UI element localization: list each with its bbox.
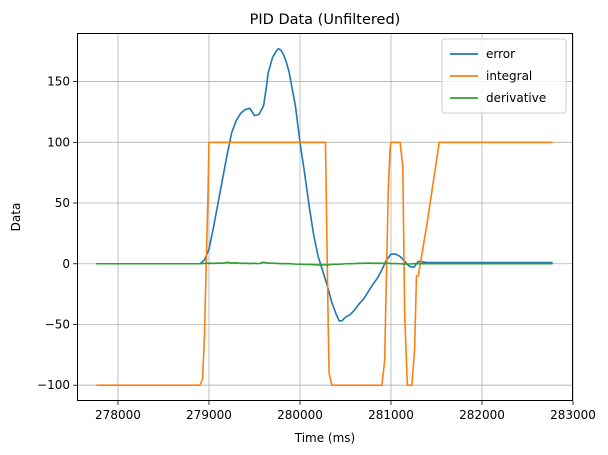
x-tick-label: 282000 (459, 408, 505, 422)
x-tick-label: 283000 (550, 408, 596, 422)
y-tick-label: 100 (47, 135, 70, 149)
x-tick-label: 280000 (277, 408, 323, 422)
y-axis-title: Data (9, 203, 23, 232)
legend-label-error: error (486, 47, 515, 61)
legend-box (441, 38, 567, 114)
x-tick-label: 281000 (368, 408, 414, 422)
y-tick-label: −50 (45, 317, 70, 331)
y-tick-label: −100 (37, 378, 70, 392)
chart-title: PID Data (Unfiltered) (250, 12, 401, 28)
series-line-derivative (96, 261, 553, 267)
x-axis-title: Time (ms) (294, 431, 356, 445)
x-axis-ticks: 278000 279000 280000 281000 282000 283000 (95, 401, 596, 422)
series-line-integral (96, 141, 553, 387)
y-axis-ticks: −100 −50 0 50 100 150 (37, 75, 77, 392)
legend: error integral derivative (441, 38, 567, 114)
y-tick-label: 0 (62, 257, 70, 271)
y-tick-label: 150 (47, 75, 70, 89)
legend-label-derivative: derivative (486, 91, 546, 105)
legend-label-integral: integral (486, 69, 532, 83)
series-lines (96, 47, 553, 387)
x-tick-label: 279000 (186, 408, 232, 422)
x-tick-label: 278000 (95, 408, 141, 422)
y-tick-label: 50 (55, 196, 70, 210)
axes-frame (77, 33, 573, 401)
